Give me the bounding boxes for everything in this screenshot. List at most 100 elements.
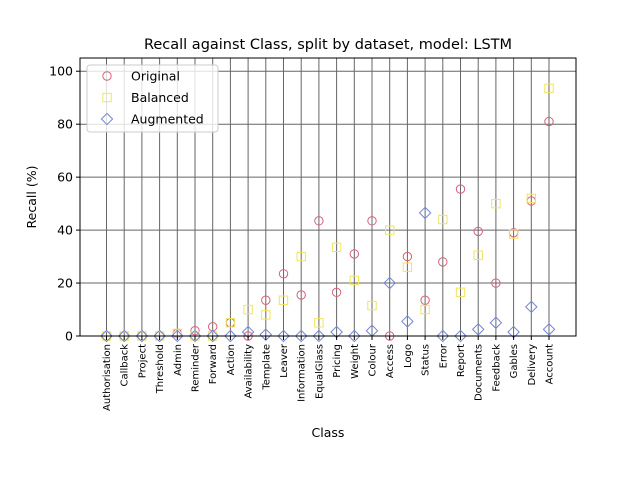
x-tick-label: Delivery bbox=[527, 344, 538, 386]
balanced-point bbox=[544, 83, 554, 94]
x-tick-label: Project bbox=[137, 344, 148, 378]
original-point bbox=[314, 216, 324, 226]
y-tick-label: 100 bbox=[49, 64, 73, 79]
original-point bbox=[367, 216, 377, 226]
original-point bbox=[455, 184, 466, 194]
x-tick-label: Documents bbox=[474, 344, 485, 401]
balanced-point bbox=[473, 250, 483, 260]
augmented-point bbox=[135, 329, 149, 343]
x-tick-label: Error bbox=[438, 343, 449, 368]
augmented-point bbox=[524, 300, 538, 314]
x-axis-ticks: Authorisation Callback Project Threshold Adm… bbox=[102, 336, 556, 411]
x-tick-label: Leaver bbox=[279, 343, 290, 378]
data-points bbox=[100, 83, 556, 343]
balanced-point bbox=[314, 318, 324, 328]
x-tick-label: Colour bbox=[368, 343, 379, 376]
augmented-point bbox=[259, 328, 273, 341]
legend-balanced-label: Balanced bbox=[131, 90, 189, 105]
augmented-point bbox=[401, 315, 414, 328]
y-tick-label: 80 bbox=[57, 117, 73, 132]
x-tick-label: Gables bbox=[509, 344, 520, 378]
legend-original-marker bbox=[102, 71, 112, 81]
x-tick-label: Action bbox=[226, 344, 237, 375]
balanced-point bbox=[438, 214, 448, 225]
x-tick-label: Forward bbox=[208, 344, 219, 384]
legend-original-label: Original bbox=[131, 69, 180, 84]
x-tick-label: Report bbox=[456, 344, 467, 377]
balanced-point bbox=[296, 251, 306, 262]
balanced-point bbox=[225, 318, 236, 328]
x-tick-label: Admin bbox=[173, 344, 184, 376]
plot-frame bbox=[79, 57, 577, 337]
augmented-point bbox=[383, 276, 397, 290]
x-tick-label: EqualGlass bbox=[314, 344, 325, 399]
augmented-point bbox=[206, 329, 220, 343]
y-tick-label: 0 bbox=[65, 329, 73, 344]
legend-balanced-marker bbox=[102, 92, 112, 103]
augmented-point bbox=[294, 329, 308, 343]
y-tick-label: 40 bbox=[57, 223, 73, 238]
balanced-point bbox=[526, 193, 536, 204]
balanced-point bbox=[243, 304, 253, 315]
balanced-point bbox=[455, 287, 466, 298]
balanced-point bbox=[331, 242, 342, 253]
x-tick-label: Template bbox=[261, 344, 272, 391]
y-tick-label: 60 bbox=[57, 170, 73, 185]
augmented-point bbox=[436, 329, 450, 343]
balanced-point bbox=[349, 275, 360, 286]
balanced-point bbox=[367, 300, 377, 311]
original-point bbox=[402, 251, 413, 262]
y-axis-ticks: 0 20 40 60 80 100 bbox=[49, 64, 80, 344]
legend-augmented-marker bbox=[100, 112, 114, 126]
balanced-point bbox=[402, 262, 413, 272]
original-point bbox=[278, 269, 289, 279]
x-tick-label: Information bbox=[297, 344, 308, 402]
original-point bbox=[261, 295, 271, 305]
augmented-point bbox=[347, 329, 361, 343]
x-axis-label: Class bbox=[312, 425, 345, 440]
augmented-point bbox=[471, 323, 485, 336]
original-point bbox=[296, 290, 306, 300]
x-tick-label: Authorisation bbox=[102, 344, 113, 411]
balanced-point bbox=[491, 198, 501, 209]
augmented-point bbox=[542, 323, 556, 336]
x-tick-label: Threshold bbox=[155, 344, 166, 394]
augmented-point bbox=[153, 329, 166, 343]
original-point bbox=[473, 226, 483, 237]
legend: Original Balanced Augmented bbox=[86, 64, 219, 133]
original-point bbox=[544, 116, 554, 127]
x-tick-label: Logo bbox=[403, 344, 414, 368]
chart-title: Recall against Class, split by dataset, … bbox=[144, 37, 512, 53]
x-tick-label: Weight bbox=[350, 344, 361, 379]
augmented-point bbox=[277, 329, 290, 343]
original-point bbox=[190, 326, 200, 336]
legend-box bbox=[86, 64, 219, 133]
augmented-point bbox=[117, 329, 131, 343]
y-tick-label: 20 bbox=[57, 276, 73, 291]
balanced-point bbox=[278, 295, 289, 305]
legend-augmented-label: Augmented bbox=[131, 112, 204, 127]
augmented-point bbox=[454, 329, 467, 343]
augmented-point bbox=[188, 329, 202, 343]
balanced-point bbox=[420, 304, 430, 315]
x-tick-label: Status bbox=[421, 344, 432, 376]
augmented-point bbox=[312, 329, 326, 343]
original-point bbox=[438, 257, 448, 267]
augmented-point bbox=[170, 329, 184, 343]
balanced-point bbox=[261, 310, 271, 320]
augmented-point bbox=[489, 316, 503, 330]
original-point bbox=[491, 278, 501, 288]
x-tick-label: Account bbox=[545, 344, 556, 384]
original-point bbox=[420, 295, 430, 305]
x-tick-label: Availability bbox=[244, 344, 255, 399]
balanced-point bbox=[508, 229, 519, 239]
original-point bbox=[331, 287, 342, 298]
x-tick-label: Pricing bbox=[332, 344, 343, 378]
x-tick-label: Callback bbox=[120, 344, 131, 387]
augmented-point bbox=[418, 206, 432, 220]
x-tick-label: Access bbox=[385, 344, 396, 378]
y-axis-label: Recall (%) bbox=[24, 166, 39, 229]
x-tick-label: Reminder bbox=[191, 343, 202, 392]
x-tick-label: Feedback bbox=[491, 344, 502, 392]
